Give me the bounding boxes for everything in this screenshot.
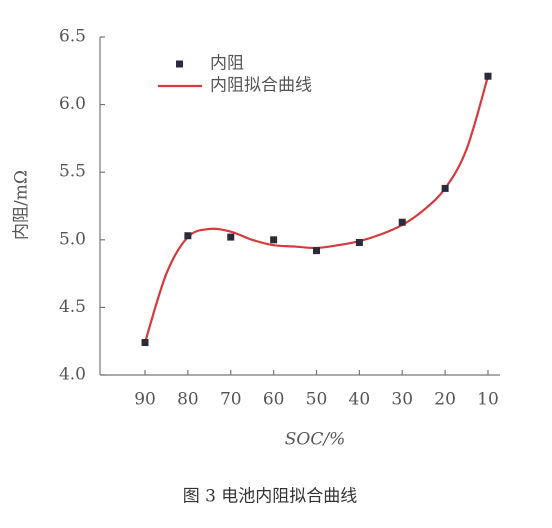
point xyxy=(184,232,192,240)
x-tick-label: 90 xyxy=(134,390,156,410)
x-tick-label: 20 xyxy=(434,390,456,410)
x-tick-label: 50 xyxy=(306,390,328,410)
x-tick-label: 60 xyxy=(263,390,285,410)
legend-label: 内阻拟合曲线 xyxy=(210,76,312,96)
y-axis-label: 内阻/mΩ xyxy=(12,170,32,240)
x-tick-label: 80 xyxy=(177,390,199,410)
y-tick-label: 5.5 xyxy=(59,162,86,182)
caption: 图 3 电池内阻拟合曲线 xyxy=(183,487,358,507)
y-tick-label: 6.5 xyxy=(59,27,86,47)
x-axis-label: SOC/% xyxy=(285,430,345,450)
fit-line xyxy=(143,75,490,343)
x-tick-label: 10 xyxy=(477,390,499,410)
point xyxy=(484,72,492,80)
legend-marker xyxy=(176,60,183,68)
point xyxy=(441,184,449,192)
y-tick-label: 5.0 xyxy=(59,229,86,249)
x-tick-label: 40 xyxy=(349,390,371,410)
point xyxy=(141,339,149,347)
y-tick-label: 4.5 xyxy=(59,297,86,317)
point xyxy=(313,247,321,255)
y-tick-label: 4.0 xyxy=(59,365,86,385)
point xyxy=(227,233,235,241)
point xyxy=(270,236,278,244)
point xyxy=(398,218,406,226)
x-tick-label: 70 xyxy=(220,390,242,410)
y-tick-label: 6.0 xyxy=(59,94,86,114)
legend-label: 内阻 xyxy=(210,54,244,74)
point xyxy=(355,239,363,247)
x-tick-label: 30 xyxy=(391,390,413,410)
